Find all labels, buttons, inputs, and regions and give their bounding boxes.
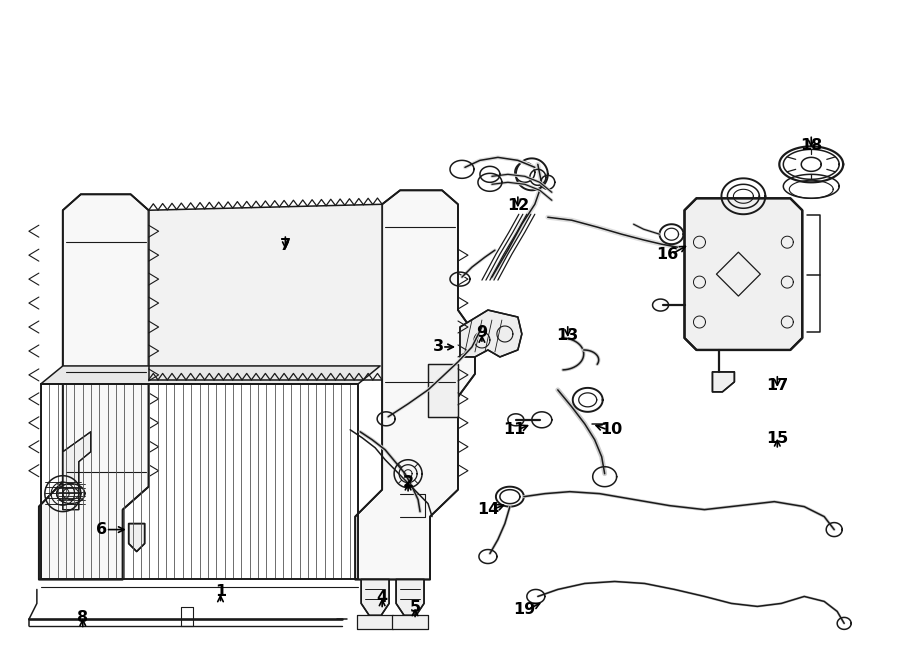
Text: 8: 8	[77, 610, 88, 626]
Polygon shape	[392, 616, 428, 630]
Text: 5: 5	[410, 600, 420, 616]
Text: 16: 16	[656, 247, 679, 261]
Polygon shape	[357, 616, 393, 630]
Text: 2: 2	[402, 475, 414, 490]
Text: 9: 9	[476, 325, 488, 340]
Polygon shape	[460, 310, 522, 357]
Text: 17: 17	[766, 378, 788, 393]
Polygon shape	[428, 364, 458, 417]
Text: 3: 3	[433, 340, 444, 354]
Polygon shape	[356, 190, 475, 579]
Polygon shape	[129, 524, 145, 551]
Text: 1: 1	[215, 585, 226, 599]
Text: 13: 13	[556, 328, 579, 343]
Text: 18: 18	[800, 138, 823, 154]
Text: 11: 11	[503, 422, 525, 438]
Text: 7: 7	[280, 238, 291, 253]
Polygon shape	[713, 372, 734, 392]
Text: 19: 19	[513, 602, 535, 617]
Polygon shape	[40, 366, 380, 384]
Text: 10: 10	[600, 422, 623, 438]
Polygon shape	[148, 205, 382, 380]
Text: 6: 6	[96, 522, 107, 537]
Text: 14: 14	[477, 502, 499, 517]
Polygon shape	[396, 579, 424, 616]
Polygon shape	[63, 432, 91, 510]
Text: 15: 15	[766, 431, 788, 446]
Polygon shape	[361, 579, 389, 616]
Polygon shape	[39, 194, 148, 579]
Text: 4: 4	[376, 591, 388, 606]
Polygon shape	[685, 199, 802, 350]
Text: 12: 12	[507, 199, 529, 213]
